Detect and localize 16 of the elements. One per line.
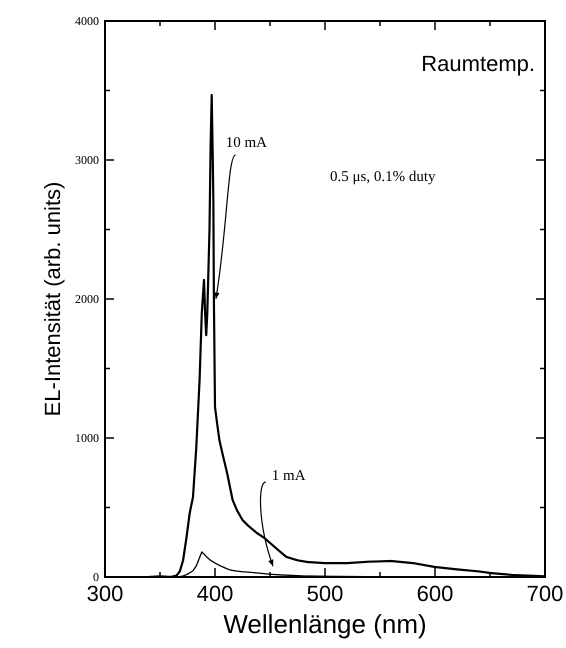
annotation: 0.5 μs, 0.1% duty (330, 169, 436, 185)
x-tick-label: 600 (416, 581, 454, 606)
x-axis-title: Wellenlänge (nm) (223, 609, 427, 639)
series-label: 10 mA (226, 134, 268, 151)
x-tick-label: 500 (306, 581, 344, 606)
y-tick-label: 2000 (75, 292, 99, 306)
text: 1 mA (272, 468, 306, 484)
x-tick-label: 300 (86, 581, 124, 606)
annotation: Raumtemp. (421, 51, 535, 76)
x-tick-label: 700 (526, 581, 564, 606)
y-tick-label: 1000 (75, 431, 99, 445)
y-tick-label: 0 (93, 570, 99, 584)
y-tick-label: 4000 (75, 14, 99, 28)
y-tick-label: 3000 (75, 153, 99, 167)
y-axis-title: EL-Intensität (arb. units) (40, 182, 65, 416)
x-tick-label: 400 (196, 581, 234, 606)
